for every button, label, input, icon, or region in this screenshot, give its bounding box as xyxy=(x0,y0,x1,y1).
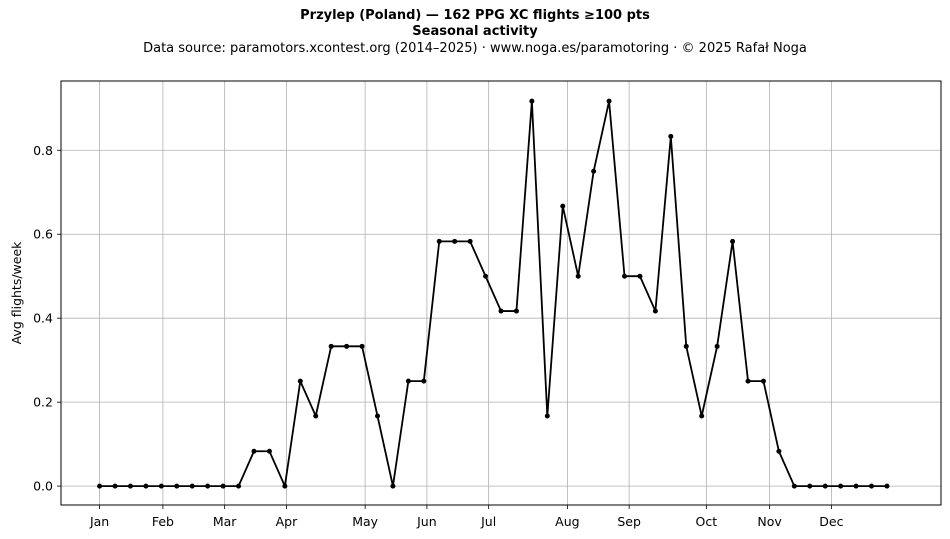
y-tick-label: 0.0 xyxy=(33,479,53,494)
chart-title: Przylep (Poland) — 162 PPG XC flights ≥1… xyxy=(300,8,650,23)
x-axis: Jan Feb Mar Apr May Jun Jul Aug Sep Oct Nov Dec xyxy=(89,505,844,529)
data-point xyxy=(390,483,396,489)
data-point xyxy=(884,483,890,489)
x-tick-label: May xyxy=(352,514,378,529)
data-point xyxy=(344,343,350,349)
data-point xyxy=(266,448,272,454)
series-layer xyxy=(97,98,890,489)
x-tick-label: Jun xyxy=(416,514,437,529)
data-point xyxy=(282,483,288,489)
data-point xyxy=(714,343,720,349)
data-point xyxy=(760,378,766,384)
data-point xyxy=(683,343,689,349)
data-point xyxy=(205,483,211,489)
y-tick-label: 0.8 xyxy=(33,143,53,158)
plot-frame xyxy=(60,80,942,506)
data-point xyxy=(97,483,103,489)
x-tick-label: Feb xyxy=(152,514,174,529)
x-tick-label: Dec xyxy=(819,514,843,529)
data-point xyxy=(513,308,519,314)
data-point xyxy=(421,378,427,384)
data-point xyxy=(127,483,133,489)
data-point xyxy=(112,483,118,489)
data-point xyxy=(575,273,581,279)
y-tick-label: 0.6 xyxy=(33,227,53,242)
data-point xyxy=(652,308,658,314)
data-point xyxy=(730,238,736,244)
data-point xyxy=(158,483,164,489)
data-point xyxy=(699,413,705,419)
data-point xyxy=(560,203,566,209)
chart-title-block: Przylep (Poland) — 162 PPG XC flights ≥1… xyxy=(0,8,950,58)
data-point xyxy=(838,483,844,489)
data-point xyxy=(328,343,334,349)
data-point xyxy=(668,133,674,139)
data-point xyxy=(869,483,875,489)
data-point xyxy=(189,483,195,489)
x-tick-label: Mar xyxy=(213,514,237,529)
data-point xyxy=(483,273,489,279)
chart-source: Data source: paramotors.xcontest.org (20… xyxy=(143,41,807,56)
x-tick-label: Oct xyxy=(696,514,718,529)
data-point xyxy=(251,448,257,454)
data-point xyxy=(374,413,380,419)
data-point xyxy=(807,483,813,489)
data-point xyxy=(622,273,628,279)
data-point xyxy=(359,343,365,349)
y-tick-label: 0.4 xyxy=(33,311,53,326)
x-tick-label: Aug xyxy=(555,514,579,529)
data-point xyxy=(297,378,303,384)
data-point xyxy=(313,413,319,419)
data-point xyxy=(745,378,751,384)
data-point xyxy=(591,168,597,174)
data-point xyxy=(452,238,458,244)
data-point xyxy=(436,238,442,244)
data-point xyxy=(498,308,504,314)
data-point xyxy=(822,483,828,489)
x-tick-label: Jul xyxy=(480,514,496,529)
data-point xyxy=(236,483,242,489)
x-tick-label: Nov xyxy=(757,514,782,529)
x-tick-label: Jan xyxy=(89,514,109,529)
y-axis-label: Avg flights/week xyxy=(9,241,24,345)
data-point xyxy=(544,413,550,419)
data-point xyxy=(405,378,411,384)
data-point xyxy=(637,273,643,279)
x-tick-label: Apr xyxy=(276,514,298,529)
data-point xyxy=(143,483,149,489)
chart-subtitle: Seasonal activity xyxy=(412,24,538,39)
data-point xyxy=(853,483,859,489)
data-point xyxy=(220,483,226,489)
data-point xyxy=(776,448,782,454)
data-point xyxy=(174,483,180,489)
data-point xyxy=(529,98,535,104)
data-point xyxy=(467,238,473,244)
data-point xyxy=(791,483,797,489)
y-axis: 0.0 0.2 0.4 0.6 0.8 xyxy=(33,143,61,494)
grid xyxy=(61,81,941,505)
x-tick-label: Sep xyxy=(617,514,641,529)
series-line xyxy=(99,100,887,488)
data-point xyxy=(606,98,612,104)
y-tick-label: 0.2 xyxy=(33,395,53,410)
